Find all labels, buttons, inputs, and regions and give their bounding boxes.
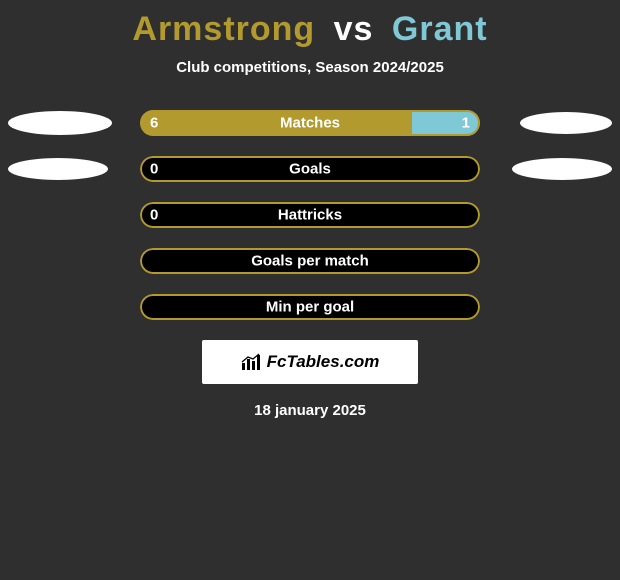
player1-marker-icon <box>8 111 112 135</box>
stat-bar: 0 Hattricks <box>140 202 480 228</box>
page-title: Armstrong vs Grant <box>0 0 620 49</box>
player1-marker-icon <box>8 158 108 180</box>
stat-row: 0 Goals <box>0 156 620 182</box>
source-logo-label: FcTables.com <box>267 352 380 372</box>
subtitle: Club competitions, Season 2024/2025 <box>0 59 620 76</box>
stat-label: Hattricks <box>140 207 480 224</box>
stat-row: Min per goal <box>0 294 620 320</box>
stat-row: Goals per match <box>0 248 620 274</box>
player1-name: Armstrong <box>132 10 315 48</box>
stat-label: Goals per match <box>140 253 480 270</box>
stat-bar: 0 Goals <box>140 156 480 182</box>
stat-label: Goals <box>140 161 480 178</box>
stat-value-right: 1 <box>462 115 470 132</box>
source-logo: FcTables.com <box>202 340 418 384</box>
comparison-infographic: Armstrong vs Grant Club competitions, Se… <box>0 0 620 580</box>
stat-bar: Min per goal <box>140 294 480 320</box>
player2-name: Grant <box>392 10 488 48</box>
source-logo-text: FcTables.com <box>241 352 380 372</box>
player2-marker-icon <box>512 158 612 180</box>
player2-marker-icon <box>520 112 612 134</box>
stat-label: Min per goal <box>140 299 480 316</box>
title-vs: vs <box>334 10 374 48</box>
bar-chart-icon <box>241 353 263 371</box>
stat-bar: Goals per match <box>140 248 480 274</box>
comparison-rows: 6 Matches 1 0 Goals <box>0 110 620 320</box>
stat-label: Matches <box>140 115 480 132</box>
stat-row: 0 Hattricks <box>0 202 620 228</box>
stat-bar: 6 Matches 1 <box>140 110 480 136</box>
date-label: 18 january 2025 <box>0 402 620 419</box>
stat-row: 6 Matches 1 <box>0 110 620 136</box>
